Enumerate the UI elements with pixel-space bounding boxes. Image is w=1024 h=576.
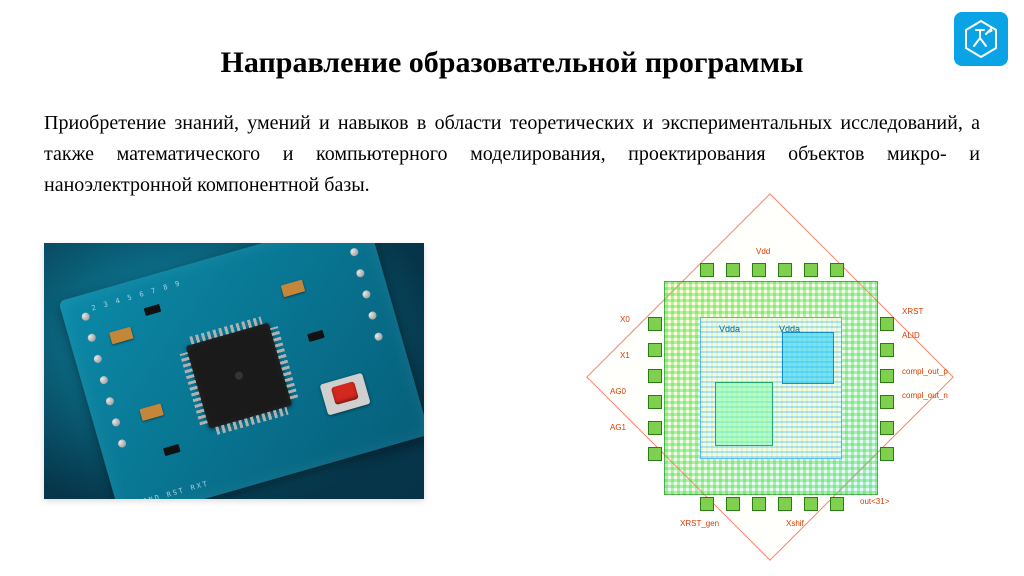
pin-label-b1: Xshif [786,519,804,528]
pin-label-r1: ALID [902,331,920,340]
core-label-2: Vdda [779,324,800,334]
logo-icon [960,18,1002,60]
pin-label-l1: X1 [620,351,630,360]
slide-title: Направление образовательной программы [40,46,984,80]
pin-label-r0: XRST [902,307,923,316]
pin-label-l0: X0 [620,315,630,324]
slide-body-text: Приобретение знаний, умений и навыков в … [40,108,984,201]
ic-layout-image: Vdda Vdda [560,211,980,541]
pin-label-l3: AG1 [610,423,626,432]
pin-label-r2: compl_out_p [902,367,948,376]
pin-label-r3: compl_out_n [902,391,948,400]
images-row: 2 3 4 5 6 7 8 9 GND RST RXT [40,211,984,541]
pin-label-b2: out<31> [860,497,889,506]
pin-label-b0: XRST_gen [680,519,719,528]
transistor-hexagon-logo [954,12,1008,66]
pcb-photo: 2 3 4 5 6 7 8 9 GND RST RXT [44,243,424,499]
microcontroller-chip [186,323,292,429]
pcb-silk-bottom: GND RST RXT [142,479,210,499]
pin-label-l2: AG0 [610,387,626,396]
reset-button [320,373,371,416]
core-label-1: Vdda [719,324,740,334]
pin-label-t0: Vdd [756,247,770,256]
slide: Направление образовательной программы Пр… [0,0,1024,576]
